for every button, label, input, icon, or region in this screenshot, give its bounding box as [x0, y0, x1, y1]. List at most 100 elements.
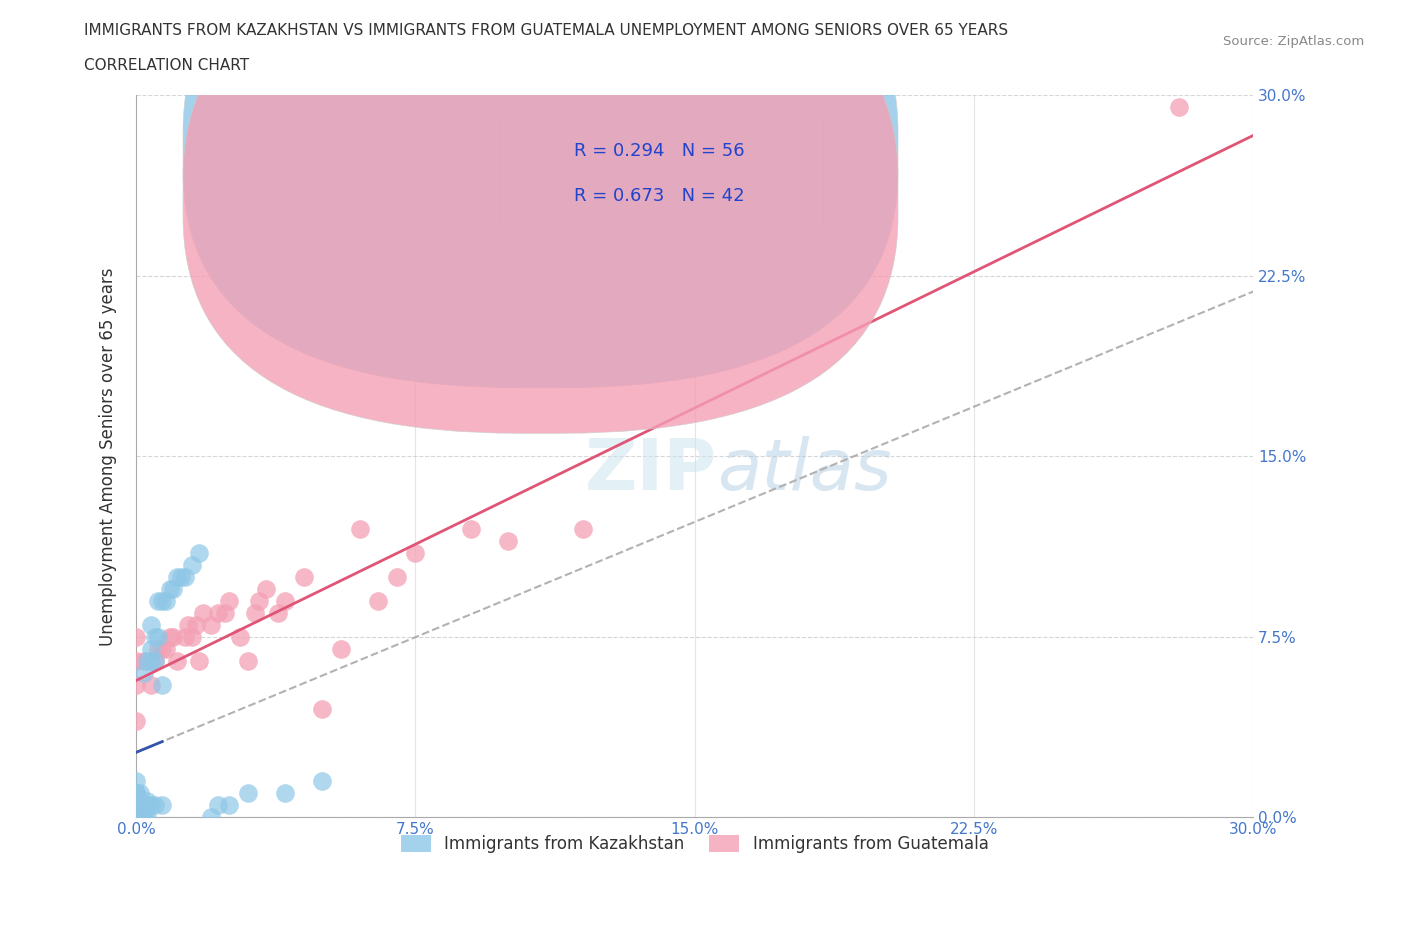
Point [136, 793, 159, 808]
Point [367, 593, 389, 608]
Point [150, 798, 173, 813]
Point [128, 798, 150, 813]
Point [236, 654, 259, 669]
Point [349, 521, 371, 536]
Point [159, 630, 181, 644]
Point [132, 810, 155, 825]
Point [173, 630, 195, 644]
Point [218, 798, 240, 813]
Point [125, 810, 148, 825]
Point [148, 630, 170, 644]
Point [125, 654, 148, 669]
Point [125, 630, 148, 644]
Point [125, 786, 148, 801]
Point [125, 810, 148, 825]
Point [125, 798, 148, 813]
Point [125, 798, 148, 813]
Point [125, 810, 148, 825]
Point [177, 618, 200, 632]
Text: atlas: atlas [717, 436, 891, 505]
Text: Source: ZipAtlas.com: Source: ZipAtlas.com [1223, 35, 1364, 48]
Point [311, 701, 333, 716]
Point [181, 557, 204, 572]
Point [125, 810, 148, 825]
FancyBboxPatch shape [183, 0, 898, 388]
Point [132, 654, 155, 669]
Point [200, 810, 222, 825]
Point [1167, 100, 1189, 115]
Point [460, 521, 482, 536]
Point [128, 810, 150, 825]
Point [162, 581, 184, 596]
Point [125, 810, 148, 825]
Point [166, 569, 188, 584]
FancyBboxPatch shape [183, 0, 898, 433]
Point [150, 678, 173, 693]
Point [572, 521, 595, 536]
Point [143, 654, 166, 669]
Y-axis label: Unemployment Among Seniors over 65 years: Unemployment Among Seniors over 65 years [100, 267, 117, 645]
Point [128, 810, 150, 825]
Point [170, 569, 193, 584]
Text: R = 0.673   N = 42: R = 0.673 N = 42 [574, 188, 745, 206]
Point [229, 630, 252, 644]
Point [159, 581, 181, 596]
Text: IMMIGRANTS FROM KAZAKHSTAN VS IMMIGRANTS FROM GUATEMALA UNEMPLOYMENT AMONG SENIO: IMMIGRANTS FROM KAZAKHSTAN VS IMMIGRANTS… [84, 23, 1008, 38]
Point [191, 605, 214, 620]
Point [311, 774, 333, 789]
Point [128, 798, 150, 813]
Point [139, 618, 162, 632]
Point [274, 786, 297, 801]
Point [128, 786, 150, 801]
Point [132, 810, 155, 825]
Point [125, 798, 148, 813]
Point [125, 810, 148, 825]
Point [125, 678, 148, 693]
Text: R = 0.294   N = 56: R = 0.294 N = 56 [574, 142, 745, 160]
Point [125, 810, 148, 825]
Point [184, 618, 207, 632]
Point [136, 810, 159, 825]
Point [125, 786, 148, 801]
Point [132, 798, 155, 813]
Point [274, 593, 297, 608]
Point [188, 654, 211, 669]
Point [132, 666, 155, 681]
Point [236, 786, 259, 801]
Point [155, 642, 177, 657]
Point [498, 533, 520, 548]
Text: CORRELATION CHART: CORRELATION CHART [84, 58, 249, 73]
Point [125, 798, 148, 813]
Point [136, 654, 159, 669]
Point [139, 654, 162, 669]
Text: ZIP: ZIP [585, 436, 717, 505]
Legend: Immigrants from Kazakhstan, Immigrants from Guatemala: Immigrants from Kazakhstan, Immigrants f… [394, 828, 995, 859]
Point [207, 798, 229, 813]
Point [385, 569, 408, 584]
Point [125, 713, 148, 728]
Point [139, 678, 162, 693]
Point [173, 569, 195, 584]
Point [150, 642, 173, 657]
Point [266, 605, 288, 620]
Point [207, 605, 229, 620]
Point [125, 810, 148, 825]
Point [218, 593, 240, 608]
FancyBboxPatch shape [499, 113, 823, 229]
Point [292, 569, 315, 584]
Point [188, 545, 211, 560]
Point [143, 630, 166, 644]
Point [125, 774, 148, 789]
Point [329, 642, 352, 657]
Point [139, 798, 162, 813]
Point [247, 593, 270, 608]
Point [148, 593, 170, 608]
Point [139, 642, 162, 657]
Point [214, 605, 236, 620]
Point [162, 630, 184, 644]
Point [155, 593, 177, 608]
Point [181, 630, 204, 644]
Point [143, 798, 166, 813]
Point [245, 605, 267, 620]
Point [136, 798, 159, 813]
